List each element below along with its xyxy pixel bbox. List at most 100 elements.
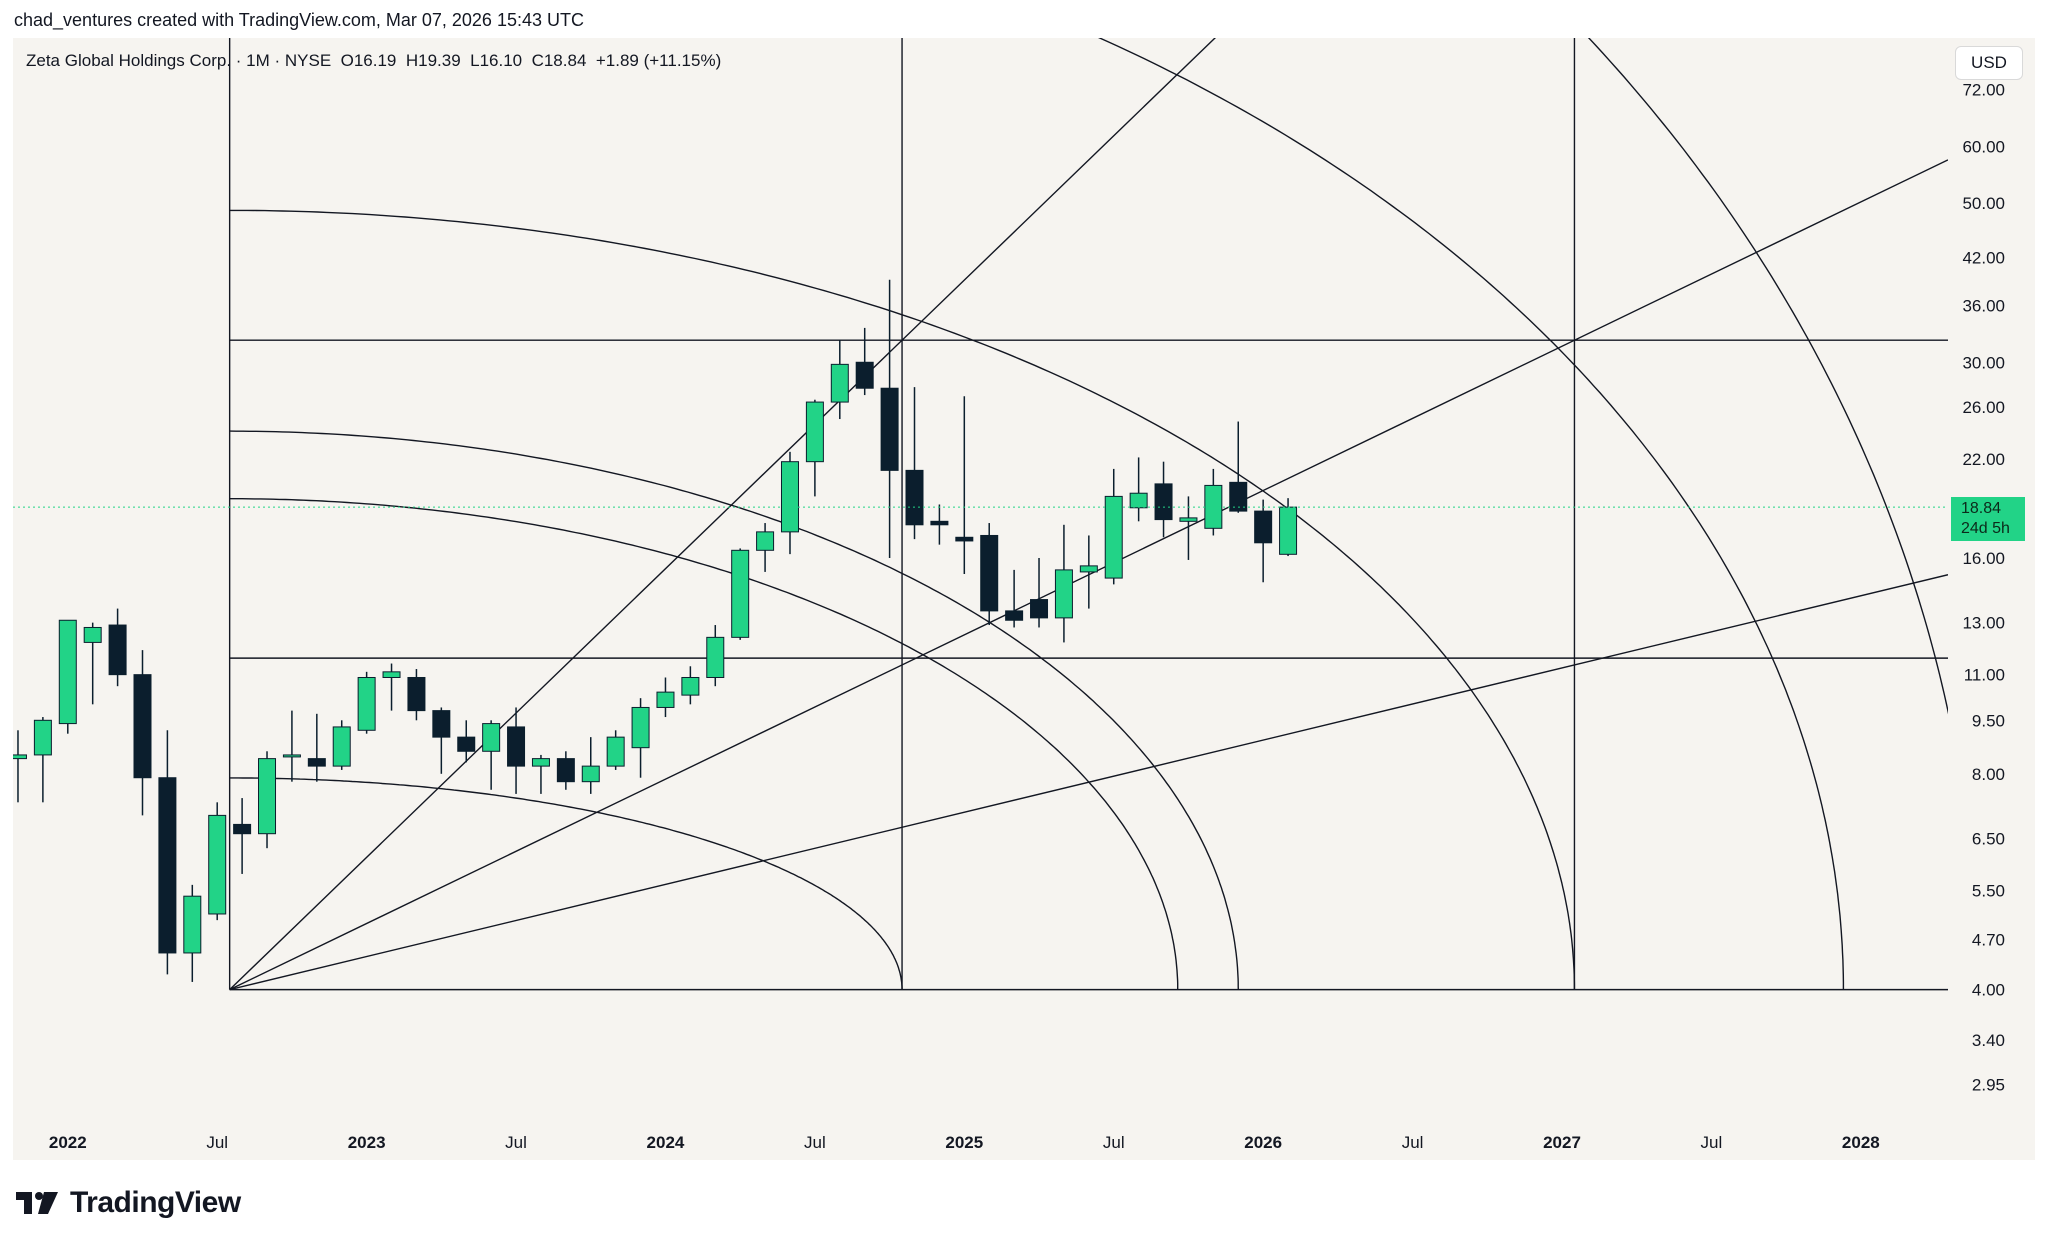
candle-body — [1179, 517, 1198, 522]
gann-arc — [229, 777, 903, 990]
candle-body — [58, 619, 77, 725]
candle-down — [1030, 557, 1049, 628]
gann-fan-drawing[interactable] — [228, 0, 1978, 991]
candle-up — [805, 399, 824, 497]
candle-body — [830, 363, 849, 403]
candle-body — [706, 636, 725, 678]
candle-down — [1229, 421, 1248, 513]
candle-up — [208, 802, 227, 921]
symbol-name: Zeta Global Holdings Corp. · 1M · NYSE — [26, 51, 332, 70]
time-tick-label: Jul — [1103, 1133, 1125, 1152]
candle-up — [258, 751, 277, 849]
time-tick-label: 2022 — [49, 1133, 87, 1152]
tradingview-logo[interactable]: TradingView — [14, 1186, 241, 1220]
candle-up — [58, 619, 77, 734]
open-value: O16.19 — [340, 51, 397, 70]
high-value: H19.39 — [405, 51, 461, 70]
price-tick-label: 60.00 — [1962, 137, 2005, 156]
time-tick-label: 2028 — [1842, 1133, 1880, 1152]
candle-down — [955, 396, 974, 574]
candle-body — [731, 549, 750, 638]
candle-down — [233, 798, 252, 874]
price-tick-label: 11.00 — [1964, 666, 2005, 685]
time-tick-label: 2023 — [348, 1133, 386, 1152]
candle-up — [706, 625, 725, 687]
price-tick-label: 72.00 — [1962, 81, 2005, 100]
price-tick-label: 16.00 — [1962, 549, 2005, 568]
candle-body — [13, 754, 27, 760]
price-axis[interactable]: 72.00 60.00 50.00 42.00 36.00 30.00 26.00 22.00… — [1962, 81, 2005, 1095]
price-tick-label: 36.00 — [1962, 296, 2005, 315]
close-value: C18.84 — [531, 51, 587, 70]
candle-body — [631, 706, 650, 749]
candle-body — [307, 758, 326, 767]
candle-body — [756, 531, 775, 551]
currency-button[interactable]: USD — [1955, 46, 2023, 80]
candle-body — [507, 726, 526, 767]
price-tick-label: 5.50 — [1972, 881, 2005, 900]
price-tick-label: 50.00 — [1962, 194, 2005, 213]
candle-body — [1005, 610, 1024, 621]
candle-up — [0, 666, 2, 777]
candle-up — [183, 884, 202, 982]
time-tick-label: 2025 — [945, 1133, 983, 1152]
candle-up — [531, 754, 550, 794]
candle-body — [332, 726, 351, 767]
time-tick-label: 2024 — [647, 1133, 685, 1152]
candle-body — [556, 758, 575, 783]
candle-down — [158, 730, 177, 975]
candle-up — [780, 451, 799, 555]
candle-down — [880, 279, 899, 558]
last-price-value: 18.84 — [1961, 500, 2002, 517]
candle-up — [482, 720, 501, 790]
candle-up — [656, 677, 675, 718]
candle-body — [1104, 495, 1123, 579]
candle-down — [307, 713, 326, 782]
candle-body — [656, 691, 675, 708]
candle-body — [357, 676, 376, 731]
candle-down — [432, 707, 451, 774]
candle-down — [108, 608, 127, 687]
attribution-text: chad_ventures created with TradingView.c… — [14, 10, 584, 30]
candle-down — [980, 523, 999, 626]
candle-up — [332, 720, 351, 770]
candle-body — [1054, 569, 1073, 619]
candle-down — [930, 504, 949, 545]
candlestick-series — [0, 279, 1298, 982]
candle-body — [780, 461, 799, 533]
candle-body — [133, 674, 152, 779]
candle-up — [1104, 468, 1123, 585]
price-tick-label: 9.50 — [1972, 711, 2005, 730]
symbol-legend: Zeta Global Holdings Corp. · 1M · NYSE O… — [26, 51, 721, 71]
candle-body — [108, 624, 127, 676]
candle-body — [980, 534, 999, 612]
candle-up — [1179, 496, 1198, 560]
candle-body — [1079, 565, 1098, 573]
candle-body — [282, 754, 301, 758]
last-price-label: 18.84 24d 5h — [1951, 497, 2025, 541]
gann-fan-line — [229, 38, 1216, 991]
candle-body — [432, 710, 451, 738]
candle-body — [382, 671, 401, 678]
gann-arc — [229, 430, 1239, 990]
time-tick-label: 2027 — [1543, 1133, 1581, 1152]
candle-up — [357, 671, 376, 734]
price-tick-label: 3.40 — [1972, 1031, 2005, 1050]
gann-arc — [1587, 38, 1948, 715]
gann-arc — [229, 209, 1576, 990]
candle-body — [0, 759, 2, 767]
price-tick-label: 4.00 — [1972, 981, 2005, 1000]
bar-countdown: 24d 5h — [1961, 520, 2010, 537]
candle-up — [1079, 535, 1098, 609]
candle-up — [382, 663, 401, 711]
candle-up — [1054, 524, 1073, 643]
candle-body — [905, 469, 924, 526]
candle-down — [1005, 569, 1024, 628]
time-axis[interactable]: 2022 Jul 2023 Jul 2024 Jul 2025 Jul 2026 Jul 2027 J… — [49, 1133, 1880, 1152]
time-tick-label: Jul — [1402, 1133, 1424, 1152]
candle-body — [606, 736, 625, 767]
time-tick-label: Jul — [804, 1133, 826, 1152]
chart-panel[interactable] — [13, 38, 2035, 1160]
candle-up — [83, 622, 102, 705]
